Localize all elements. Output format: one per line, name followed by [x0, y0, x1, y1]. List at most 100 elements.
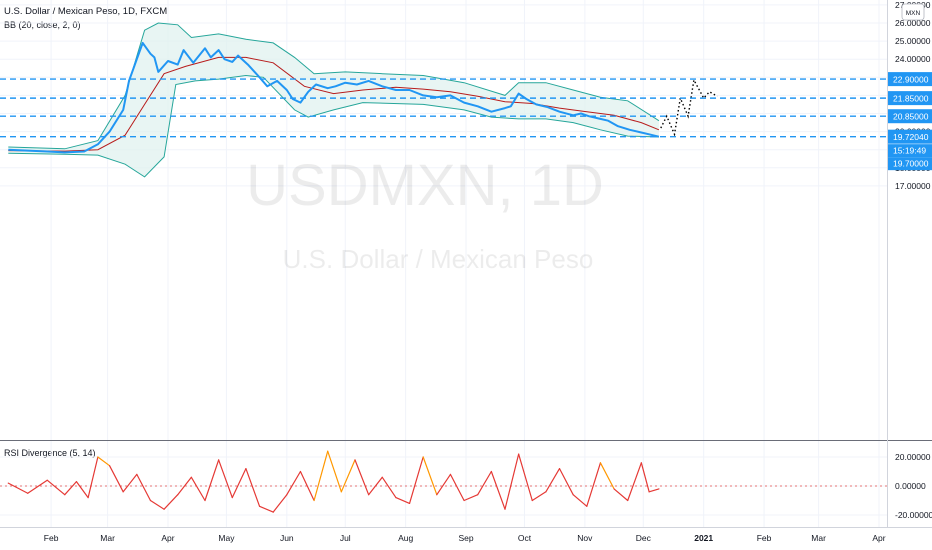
levels: [0, 78, 887, 138]
currency-badge[interactable]: MXN: [901, 3, 925, 21]
time-tick-label: Apr: [161, 533, 174, 543]
rsi-segment: [272, 494, 288, 513]
time-tick-label: Apr: [872, 533, 885, 543]
bb-basis-line: [8, 56, 660, 152]
rsi-segment: [395, 497, 411, 504]
rsi-segment: [477, 470, 492, 496]
rsi-segment: [340, 459, 356, 493]
rsi-segment: [299, 470, 315, 502]
rsi-segment: [190, 476, 206, 502]
rsi-pane: [0, 450, 887, 513]
watermark-name: U.S. Dollar / Mexican Peso: [283, 244, 594, 274]
bb-lower-line: [8, 74, 659, 178]
rsi-segment: [46, 479, 66, 496]
projection-path: [660, 77, 718, 137]
time-tick-label: Jun: [280, 533, 294, 543]
time-tick-label: Sep: [458, 533, 473, 543]
price-tags: 22.90000 21.85000 20.85000 19.72040 15:19:49…: [888, 72, 932, 171]
level-tag: [888, 129, 932, 144]
rsi-segment: [27, 479, 48, 494]
rsi-segment: [408, 456, 424, 504]
rsi-segment: [313, 450, 329, 502]
time-tick-label: Oct: [518, 533, 532, 543]
level-tag: [888, 109, 932, 124]
time-tick-label: Mar: [100, 533, 115, 543]
indicator-label[interactable]: BB (20, close, 2, 0): [4, 20, 81, 30]
rsi-segment: [648, 488, 660, 493]
rsi-segment: [627, 462, 642, 502]
countdown-label: 15:19:49: [893, 146, 926, 156]
rsi-segment: [449, 473, 465, 502]
level-tag: [888, 72, 932, 87]
last-price-tag: [888, 157, 932, 171]
rsi-segment: [163, 494, 179, 510]
watermark: USDMXN, 1D U.S. Dollar / Mexican Peso: [246, 153, 604, 274]
time-tick-label: May: [218, 533, 235, 543]
rsi-segment: [354, 459, 370, 496]
rsi-segment: [640, 462, 650, 493]
watermark-ticker: USDMXN, 1D: [246, 153, 604, 218]
rsi-segment: [204, 459, 220, 502]
series: [8, 22, 718, 178]
price-tick-label: 26.00000: [895, 18, 931, 28]
rsi-segment: [599, 462, 615, 490]
rsi-segment: [545, 468, 561, 493]
rsi-segment: [436, 473, 452, 496]
rsi-title[interactable]: RSI Divergence (5, 14): [4, 448, 96, 458]
rsi-segment: [122, 473, 138, 493]
rsi-segment: [7, 482, 29, 494]
rsi-segment: [97, 456, 111, 467]
rsi-segment: [245, 468, 261, 507]
level-tag-label: 22.90000: [893, 74, 929, 84]
rsi-segment: [422, 456, 438, 496]
time-tick-label: Feb: [757, 533, 772, 543]
time-tick-label: 2021: [694, 533, 713, 543]
chart-title: U.S. Dollar / Mexican Peso, 1D, FXCM: [4, 6, 168, 17]
rsi-segment: [177, 476, 192, 496]
rsi-segment: [368, 476, 383, 496]
rsi-tick-label: 0.00000: [895, 481, 926, 491]
time-tick-label: Jul: [340, 533, 351, 543]
rsi-segment: [108, 465, 124, 493]
price-tick-label: 25.00000: [895, 36, 931, 46]
price-tick-label: 17.00000: [895, 181, 931, 191]
rsi-segment: [231, 468, 247, 499]
level-tag-label: 20.85000: [893, 111, 929, 121]
time-tick-label: Dec: [636, 533, 652, 543]
time-tick-label: Feb: [44, 533, 59, 543]
time-tick-label: Aug: [398, 533, 413, 543]
rsi-segment: [504, 453, 520, 510]
countdown-tag: [888, 144, 932, 158]
rsi-segment: [286, 470, 302, 496]
rsi-segment: [518, 453, 533, 502]
level-tag: [888, 91, 932, 106]
rsi-segment: [490, 470, 506, 510]
price-tick-label: 24.00000: [895, 54, 931, 64]
rsi-segment: [87, 456, 99, 499]
bb-upper-line: [8, 22, 660, 150]
time-tick-label: Mar: [811, 533, 826, 543]
last-price-label: 19.70000: [893, 159, 929, 169]
rsi-segment: [327, 450, 342, 493]
rsi-segment: [613, 488, 629, 502]
level-tag-label: 19.72040: [893, 132, 929, 142]
rsi-tick-label: 20.00000: [895, 452, 931, 462]
rsi-segment: [149, 499, 165, 510]
rsi-segment: [75, 481, 89, 499]
rsi-segment: [531, 491, 547, 502]
rsi-segment: [136, 473, 152, 502]
rsi-segment: [572, 494, 588, 507]
rsi-segment: [64, 481, 78, 496]
time-tick-label: Nov: [577, 533, 593, 543]
price-line: [8, 41, 660, 154]
rsi-segment: [258, 505, 274, 513]
rsi-segment: [381, 476, 397, 499]
level-tag-label: 21.85000: [893, 93, 929, 103]
currency-badge-label: MXN: [906, 10, 921, 17]
rsi-segment: [558, 468, 574, 496]
rsi-tick-label: -20.00000: [895, 510, 932, 520]
rsi-segment: [586, 462, 602, 507]
rsi-segment: [218, 459, 233, 499]
rsi-segment: [463, 494, 479, 502]
